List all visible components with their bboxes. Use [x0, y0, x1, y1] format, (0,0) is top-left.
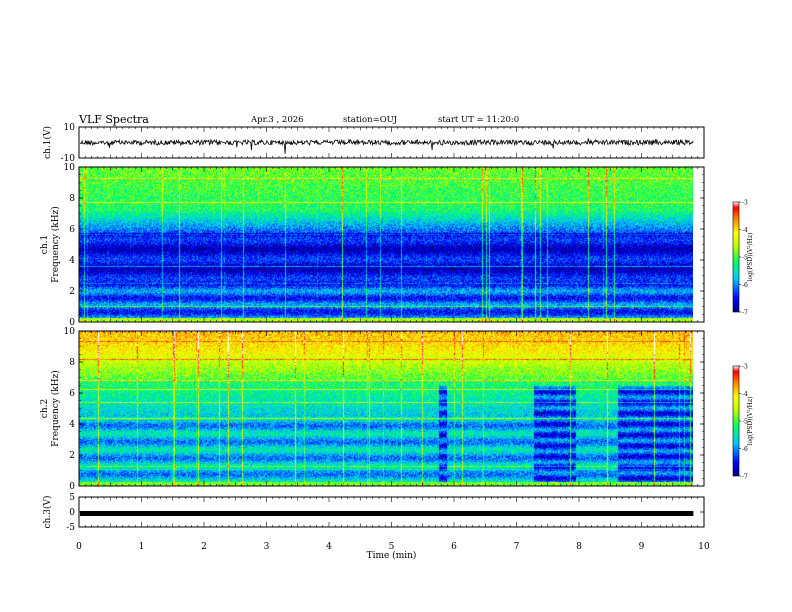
colorbar-label: log(PSD)(V²/Hz) [747, 233, 754, 282]
y-tick-label: 6 [69, 225, 75, 235]
x-tick-label: 9 [639, 542, 645, 552]
waveform-axis-label: ch.1(V) [42, 126, 53, 159]
frequency-axis-label: Frequency (kHz) [50, 370, 61, 447]
ch1-waveform-trace [79, 138, 694, 154]
y-tick-label: 0 [69, 482, 75, 492]
frequency-axis-label: Frequency (kHz) [50, 206, 61, 283]
colorbar-tick-label: -4 [742, 227, 748, 234]
waveform-axis-label: ch.3(V) [42, 496, 53, 529]
colorbar-tick-label: -3 [742, 364, 748, 371]
y-tick-label: 4 [69, 256, 75, 266]
ch3-waveform-trace [80, 511, 694, 516]
channel-label: ch.2 [40, 399, 50, 418]
x-tick-label: 1 [139, 542, 145, 552]
x-tick-label: 7 [514, 542, 520, 552]
colorbar-tick-label: -7 [742, 310, 748, 317]
x-tick-label: 4 [326, 542, 332, 552]
station-label: station=OUJ [343, 115, 398, 125]
y-tick-label: 4 [69, 420, 75, 430]
colorbar-tick-label: -4 [742, 391, 748, 398]
x-tick-label: 3 [264, 542, 270, 552]
x-tick-label: 8 [576, 542, 582, 552]
x-tick-label: 0 [76, 542, 82, 552]
x-tick-label: 10 [698, 542, 710, 552]
figure-title: VLF Spectra [79, 113, 149, 126]
y-tick-label: -10 [61, 154, 76, 164]
colorbar-tick-label: -6 [742, 282, 748, 289]
colorbar [732, 365, 740, 477]
y-tick-label: -5 [66, 523, 75, 533]
colorbar-tick-label: -6 [742, 446, 748, 453]
colorbar-tick-label: -5 [742, 255, 748, 262]
y-tick-label: 0 [69, 318, 75, 328]
y-tick-label: 5 [69, 493, 75, 503]
y-tick-label: 0 [69, 508, 75, 518]
date-label: Apr.3 , 2026 [251, 115, 304, 125]
y-tick-label: 2 [69, 287, 75, 297]
y-tick-label: 2 [69, 451, 75, 461]
colorbar-tick-label: -5 [742, 419, 748, 426]
y-tick-label: 10 [64, 327, 76, 337]
y-tick-label: 6 [69, 389, 75, 399]
x-axis-label: Time (min) [367, 550, 417, 561]
ch2-spectrogram-image [79, 331, 693, 486]
y-tick-label: 10 [64, 163, 76, 173]
y-tick-label: 10 [64, 123, 76, 133]
start-ut-label: start UT = 11:20:0 [438, 115, 520, 125]
y-tick-label: 8 [69, 194, 75, 204]
x-tick-label: 6 [451, 542, 457, 552]
x-tick-label: 2 [201, 542, 207, 552]
colorbar-tick-label: -3 [742, 200, 748, 207]
x-tick-label: 5 [389, 542, 395, 552]
colorbar [732, 201, 740, 313]
colorbar-label: log(PSD)(V²/Hz) [747, 397, 754, 446]
y-tick-label: 8 [69, 358, 75, 368]
ch1-spectrogram-image [79, 167, 693, 322]
channel-label: ch.1 [40, 235, 50, 254]
colorbar-tick-label: -7 [742, 474, 748, 481]
